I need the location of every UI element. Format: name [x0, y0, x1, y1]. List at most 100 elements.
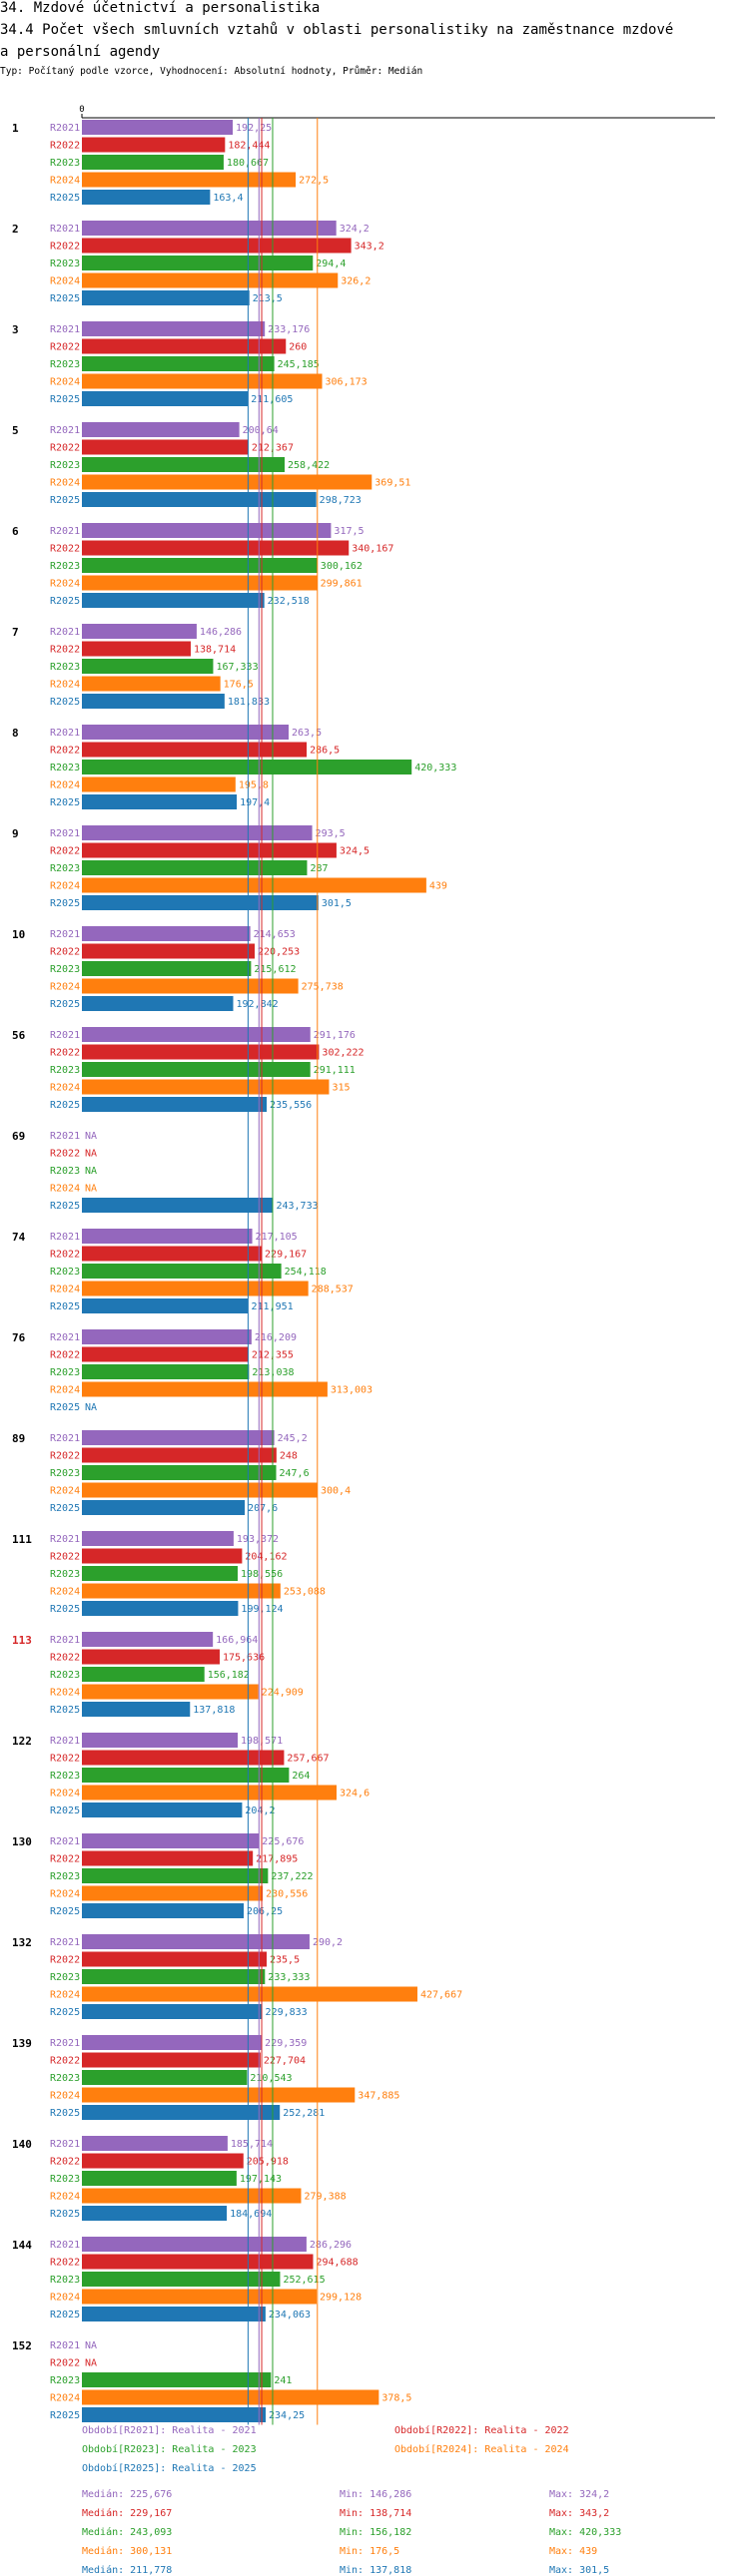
- bar: [82, 356, 275, 371]
- bar-value-label: 192,842: [236, 999, 278, 1010]
- series-row-label: R2022: [50, 2056, 80, 2067]
- bar-value-label: 301,5: [322, 898, 352, 909]
- series-row-label: R2024: [50, 1587, 80, 1598]
- series-row-label: R2021: [50, 1433, 80, 1444]
- series-row-label: R2023: [50, 1569, 80, 1580]
- bar: [82, 593, 265, 608]
- bar: [82, 2389, 379, 2405]
- chart-subtitle: Typ: Počítaný podle vzorce, Vyhodnocení:…: [0, 66, 423, 77]
- bar-value-label: 220,253: [258, 947, 300, 958]
- bar-value-label: 243,733: [276, 1201, 318, 1212]
- group-label: 56: [12, 1029, 26, 1042]
- series-row-label: R2022: [50, 1552, 80, 1563]
- series-row-label: R2022: [50, 846, 80, 857]
- group-label: 9: [12, 827, 19, 840]
- series-row-label: R2023: [50, 1367, 80, 1378]
- bar-value-label: 229,833: [266, 2007, 308, 2018]
- legend-item: Období[R2022]: Realita - 2022: [394, 2425, 569, 2436]
- bar: [82, 877, 426, 893]
- section-title: 34. Mzdové účetnictví a personalistika: [0, 0, 321, 16]
- bar-value-label: 210,543: [250, 2073, 292, 2084]
- bar-value-label: 291,111: [314, 1065, 356, 1076]
- series-row-label: R2022: [50, 1653, 80, 1664]
- bar: [82, 961, 252, 976]
- bar-value-label: 230,556: [266, 1889, 308, 1900]
- series-row-label: R2021: [50, 1030, 80, 1041]
- series-row-label: R2024: [50, 1889, 80, 1900]
- series-row-label: R2024: [50, 780, 80, 791]
- series-row-label: R2023: [50, 1670, 80, 1681]
- bar-value-label: 234,063: [269, 2310, 311, 2320]
- series-row-label: R2024: [50, 1486, 80, 1497]
- bar: [82, 1885, 264, 1901]
- bar: [82, 1346, 249, 1362]
- bar: [82, 373, 323, 389]
- bar: [82, 2070, 248, 2085]
- bar: [82, 272, 339, 288]
- bar: [82, 624, 197, 639]
- series-row-label: R2021: [50, 1635, 80, 1646]
- series-row-label: R2025: [50, 1805, 80, 1816]
- bar: [82, 2087, 356, 2103]
- bar: [82, 2237, 307, 2252]
- series-row-label: R2023: [50, 662, 80, 673]
- bar-value-label: 315: [332, 1083, 350, 1094]
- group-label: 113: [12, 1634, 32, 1647]
- bar-value-label: 347,885: [358, 2091, 399, 2102]
- group-label: 152: [12, 2339, 32, 2352]
- series-row-label: R2025: [50, 193, 80, 204]
- bar: [82, 842, 337, 858]
- na-label: NA: [85, 1131, 97, 1142]
- bar-value-label: 253,088: [284, 1587, 326, 1598]
- series-row-label: R2024: [50, 1184, 80, 1195]
- bar-value-label: 439: [429, 881, 447, 892]
- bar: [82, 172, 297, 188]
- series-row-label: R2024: [50, 579, 80, 590]
- bar: [82, 1447, 277, 1463]
- series-row-label: R2023: [50, 2275, 80, 2286]
- bar-value-label: 166,964: [216, 1635, 258, 1646]
- series-row-label: R2023: [50, 158, 80, 169]
- series-row-label: R2023: [50, 2174, 80, 2185]
- bar: [82, 1062, 311, 1077]
- series-row-label: R2022: [50, 141, 80, 152]
- series-row-label: R2021: [50, 627, 80, 638]
- bar-value-label: 192,25: [236, 123, 272, 134]
- bar-value-label: 184,694: [230, 2209, 272, 2220]
- series-row-label: R2025: [50, 1201, 80, 1212]
- series-row-label: R2024: [50, 2293, 80, 2304]
- bar-value-label: 300,4: [321, 1486, 351, 1497]
- bar-value-label: 257,667: [287, 1754, 329, 1765]
- series-row-label: R2023: [50, 1771, 80, 1782]
- na-label: NA: [85, 1149, 97, 1160]
- series-row-label: R2021: [50, 526, 80, 537]
- group-label: 130: [12, 1835, 32, 1848]
- bar-value-label: 156,182: [208, 1670, 250, 1681]
- series-row-label: R2023: [50, 1065, 80, 1076]
- bar-value-label: 233,176: [268, 324, 310, 335]
- series-row-label: R2025: [50, 1906, 80, 1917]
- bar: [82, 794, 238, 809]
- bar-value-label: 298,723: [320, 495, 362, 506]
- bar-value-label: 176,5: [224, 680, 254, 691]
- bar-value-label: 224,909: [262, 1688, 304, 1699]
- bar: [82, 1329, 252, 1344]
- bar-value-label: 306,173: [326, 377, 368, 388]
- series-row-label: R2024: [50, 1990, 80, 2001]
- series-row-label: R2024: [50, 2393, 80, 2404]
- group-label: 1: [12, 122, 19, 135]
- group-label: 74: [12, 1231, 26, 1244]
- bar: [82, 825, 313, 840]
- series-row-label: R2022: [50, 1350, 80, 1361]
- bar: [82, 1027, 311, 1042]
- series-row-label: R2022: [50, 1955, 80, 1966]
- series-row-label: R2023: [50, 258, 80, 269]
- series-row-label: R2025: [50, 495, 80, 506]
- bar-value-label: 287: [310, 863, 328, 874]
- group-label: 111: [12, 1533, 32, 1546]
- bar: [82, 2289, 317, 2305]
- chart-title-line2: a personální agendy: [0, 44, 161, 60]
- bar: [82, 1733, 238, 1748]
- group-label: 144: [12, 2239, 32, 2252]
- bar: [82, 238, 352, 254]
